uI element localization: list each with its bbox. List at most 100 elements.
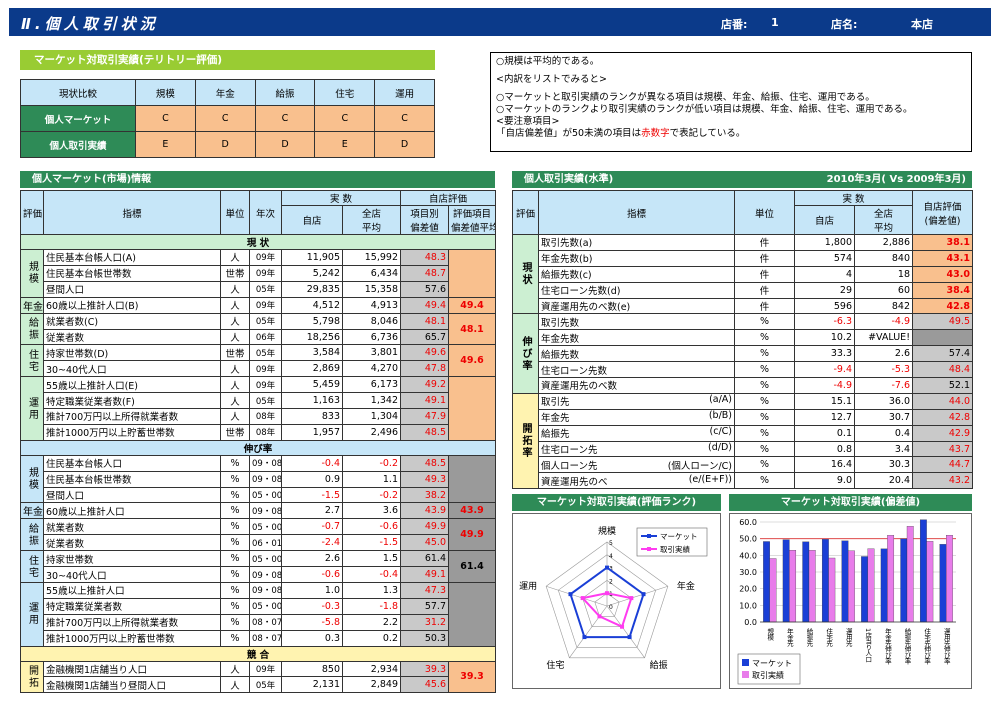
index-text: 個人ローン先 (541, 460, 598, 472)
year: 05年 (249, 676, 282, 694)
index-name: 住民基本台帳人口(A) (43, 249, 221, 266)
col-head: 運用 (374, 79, 435, 106)
index-formula: (b/B) (708, 410, 732, 422)
year: 09・08 (249, 470, 282, 488)
index-formula: (個人ローン/C) (667, 460, 732, 472)
avg-value: 4,270 (342, 360, 401, 378)
x-tick: 1店当り人口 (864, 628, 872, 662)
own-value: -0.4 (281, 454, 343, 472)
deviation: 43.7 (912, 440, 973, 458)
deviation: 50.3 (400, 629, 449, 647)
index-name: 持家世帯数(D) (43, 344, 221, 362)
legend-label: 取引実績 (660, 544, 690, 554)
deviation: 48.5 (400, 454, 449, 472)
row-label: 個人取引実績 (20, 131, 136, 158)
avg-value: 1.3 (342, 582, 401, 599)
avg-value: 8,046 (342, 312, 401, 330)
unit: % (220, 534, 250, 552)
unit: 件 (734, 297, 795, 315)
unit: 人 (220, 296, 250, 314)
x-tick: 運用先 (844, 627, 852, 648)
table-row: 推計700万円以上所得就業者数人 08年 833 1,304 47.9 (21, 408, 496, 425)
table-row: 昼間人口% 05・00 -1.5 -0.2 38.2 (21, 486, 496, 504)
avg-value: 3.4 (854, 440, 913, 458)
radar-point (627, 635, 632, 640)
y-tick: 10.0 (739, 601, 757, 610)
note-line: ○マーケットと取引実績のランクが異なる項目は規模、年金、給振、住宅、運用である。 (496, 91, 875, 103)
index-name: 昼間人口 (43, 486, 221, 504)
index-text: 資産運用先のべ数 (541, 381, 618, 393)
rank-cell: C (314, 105, 376, 132)
r-head-self: 自店評価 (偏差値) (912, 190, 973, 235)
unit: % (734, 361, 795, 379)
year: 05年 (249, 392, 282, 410)
index-name: 住宅ローン先 (d/D) (538, 440, 735, 458)
deviation: 52.1 (912, 377, 973, 394)
unit: 件 (734, 249, 795, 267)
avg-value: 2,886 (854, 234, 913, 251)
deviation: 43.0 (912, 265, 973, 283)
notes-box: ○規模は平均的である。 <内訳をリストでみると> ○マーケットと取引実績のランク… (490, 52, 972, 152)
radar-point (605, 565, 609, 570)
own-value: 2.7 (281, 502, 343, 520)
own-value: 1,800 (794, 234, 855, 251)
y-tick: 40.0 (739, 551, 757, 560)
x-tick: 給振先伸び率 (903, 627, 911, 666)
avg-value: 6,434 (342, 264, 401, 282)
year: 06年 (249, 328, 282, 346)
deviation: 49.6 (400, 344, 449, 362)
index-text: 年金先 (541, 413, 570, 425)
own-value: 0.1 (794, 424, 855, 442)
unit: % (220, 502, 250, 520)
table-row: 30~40代人口% 09・08 -0.6 -0.4 49.1 (21, 566, 496, 584)
deviation: 49.3 (400, 470, 449, 488)
avg-value: 0.4 (854, 424, 913, 442)
bar-title: マーケット対取引実績(偏差値) (729, 494, 972, 511)
table-row: 推計1000万円以上貯蓄世帯数 世帯 08年 1,957 2,496 48.5 (21, 423, 496, 441)
radar-point (597, 614, 602, 619)
unit: 世帯 (220, 264, 250, 282)
index-name: 60歳以上推計人口(B) (43, 296, 221, 314)
rank-cell: D (194, 131, 256, 158)
own-value: 29 (794, 281, 855, 299)
index-name: 資産運用先のべ数 (538, 377, 735, 394)
table-row: 年金 60歳以上推計人口(B) 人 09年 4,512 4,913 49.4 49.4 (20, 296, 497, 314)
table-row: 従業者数% 06・01 -2.4 -1.5 45.0 (21, 534, 496, 552)
table-row: 住宅 持家世帯数% 05・00 2.6 1.5 61.4 61.4 (20, 550, 497, 584)
unit: 件 (734, 265, 795, 283)
radar-axis-label: 給振 (650, 659, 668, 671)
year: 09・08 (249, 582, 282, 599)
radar-tick: 4 (609, 553, 613, 560)
deviation: 43.1 (912, 249, 973, 267)
corner-cell: 現状比較 (20, 79, 136, 106)
unit: 人 (220, 376, 250, 394)
market-eval-title: マーケット対取引実績(テリトリー評価) (20, 50, 435, 70)
eval-avg: 61.4 (447, 550, 497, 584)
eval-avg: 49.4 (447, 296, 497, 314)
head-all-1: 全店 (361, 209, 381, 220)
unit: 人 (220, 312, 250, 330)
own-value: 2.6 (281, 550, 343, 568)
index-name: 特定職業従業者数 (43, 597, 221, 615)
index-name: 資産運用先のべ数(e) (538, 297, 735, 315)
table-row: 推計700万円以上所得就業者数% 08・07 -5.8 2.2 31.2 (21, 613, 496, 631)
year: 09年 (249, 264, 282, 282)
unit: % (220, 566, 250, 584)
head-own: 自店 (281, 205, 343, 235)
bar (769, 558, 777, 623)
avg-value: 1.5 (342, 550, 401, 568)
bar (887, 535, 895, 623)
page-header: Ⅱ.個人取引状況 店番: 1 店名: 本店 (9, 8, 991, 36)
year: 05・00 (249, 550, 282, 568)
note-line: <要注意項目> (496, 116, 560, 128)
radar-point (582, 635, 587, 640)
index-name: 推計700万円以上所得就業者数 (43, 408, 221, 425)
right-period: 2010年3月( Vs 2009年3月) (826, 174, 966, 185)
group-label: 運用 (20, 376, 44, 441)
index-name: 推計700万円以上所得就業者数 (43, 613, 221, 631)
head-self-eval: 自店評価 (399, 190, 497, 206)
radar-chart: 0 1 2 3 4 5 規模 年金 給振 住宅 運用 マーケット 取引実績 (512, 513, 721, 689)
deviation: 48.7 (400, 264, 449, 282)
own-value: 2,131 (281, 676, 343, 694)
avg-value: 36.0 (854, 392, 913, 410)
